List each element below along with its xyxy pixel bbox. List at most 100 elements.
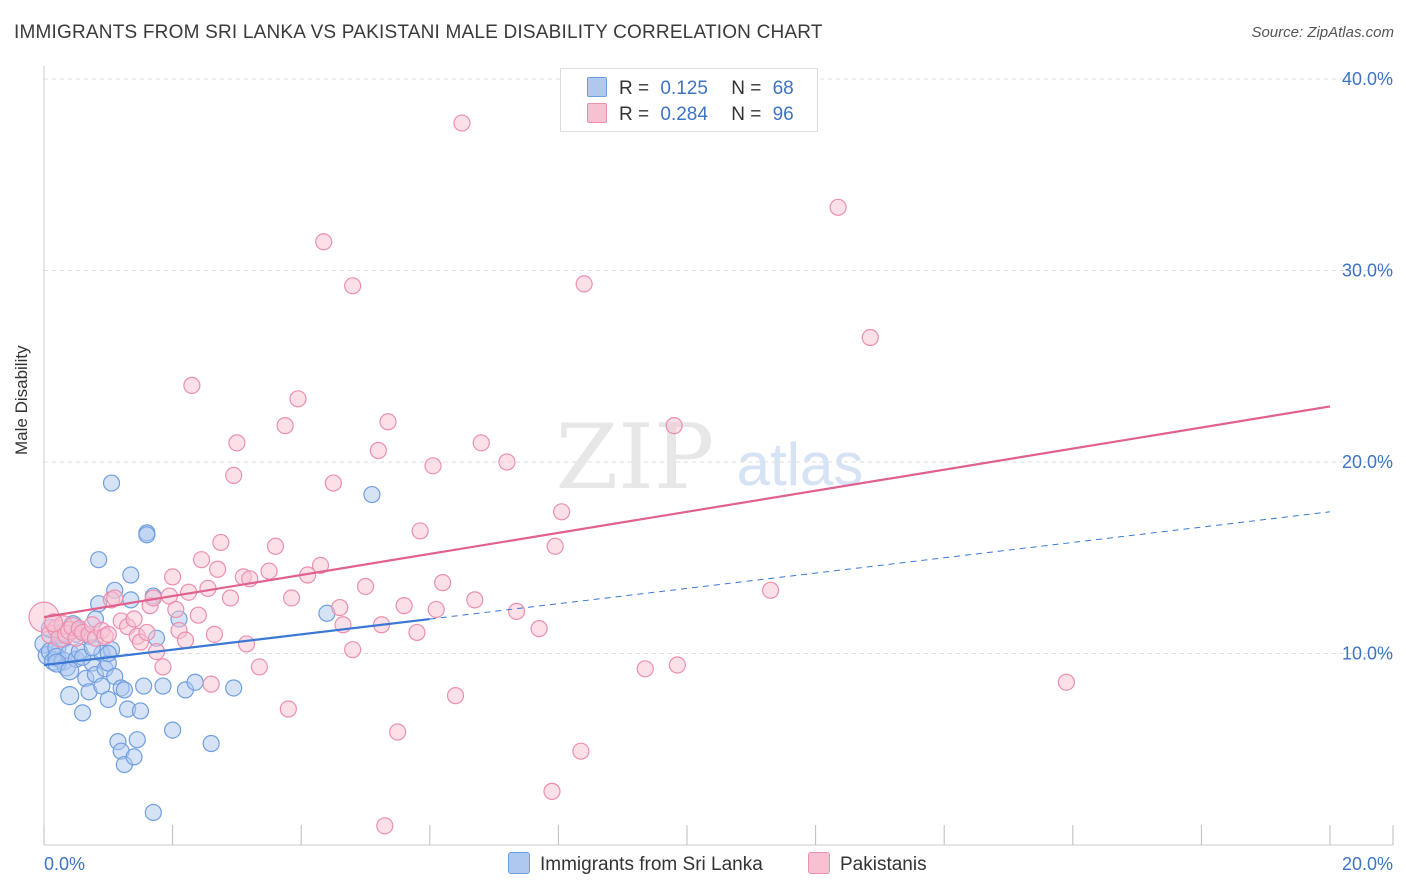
legend-label-sri-lanka: Immigrants from Sri Lanka [540, 854, 763, 875]
point-sri-lanka [138, 526, 156, 544]
point-sri-lanka [115, 681, 133, 699]
n-label: N = [731, 104, 762, 125]
point-pakistani [546, 537, 564, 555]
point-pakistani [164, 568, 182, 586]
point-pakistani [446, 687, 465, 705]
point-pakistani [225, 466, 243, 485]
point-pakistani [344, 641, 362, 659]
x-tick-label: 20.0% [1342, 854, 1393, 874]
point-sri-lanka [102, 474, 121, 492]
watermark-zip: ZIP [556, 405, 715, 510]
r-label: R = [619, 78, 650, 99]
legend-item-sri-lanka: Immigrants from Sri Lanka [508, 852, 763, 876]
point-pakistani [395, 597, 413, 615]
stats-legend: R = 0.125 N = 68 R = 0.284 N = 96 [560, 68, 818, 132]
point-pakistani [344, 277, 362, 295]
point-pakistani [202, 675, 220, 693]
point-pakistani [668, 656, 686, 674]
trend-line-sri-lanka [43, 617, 430, 667]
point-sri-lanka [202, 734, 220, 753]
point-pakistani [250, 658, 269, 676]
trend-lines [43, 405, 1331, 667]
point-pakistani [260, 562, 278, 580]
point-pakistani [543, 782, 561, 800]
point-pakistani [228, 434, 246, 452]
n-label: N = [731, 78, 762, 99]
point-pakistani [205, 625, 223, 643]
point-pakistani [212, 533, 230, 552]
point-sri-lanka [128, 731, 146, 749]
point-sri-lanka [363, 485, 381, 504]
axes [43, 66, 1394, 846]
point-sri-lanka [60, 661, 80, 681]
point-pakistani [761, 581, 780, 599]
point-pakistani [183, 376, 201, 394]
legend-label-pakistanis: Pakistanis [840, 854, 927, 875]
point-pakistani [424, 457, 442, 475]
point-sri-lanka [164, 721, 182, 739]
point-pakistani [356, 577, 375, 596]
trend-extension-sri-lanka [429, 511, 1331, 620]
point-sri-lanka [60, 686, 80, 706]
point-sri-lanka [135, 677, 153, 695]
point-pakistani [636, 660, 654, 678]
point-pakistani [282, 589, 301, 607]
point-pakistani [266, 537, 285, 555]
legend-swatch-pakistanis [587, 103, 607, 123]
point-pakistani [498, 453, 516, 471]
point-pakistani [829, 198, 847, 216]
point-sri-lanka [122, 566, 140, 584]
y-tick-label: 20.0% [1342, 452, 1393, 472]
trend-line-pakistanis [43, 405, 1331, 619]
point-pakistani [434, 574, 452, 592]
point-pakistani [1057, 673, 1075, 691]
n-value: 68 [772, 78, 794, 99]
point-pakistani [221, 589, 240, 607]
point-sri-lanka [186, 673, 204, 691]
point-pakistani [331, 598, 349, 617]
point-pakistani [324, 474, 342, 492]
point-sri-lanka [144, 803, 162, 822]
point-pakistani [189, 606, 207, 624]
chart-title: IMMIGRANTS FROM SRI LANKA VS PAKISTANI M… [14, 22, 823, 43]
point-pakistani [508, 602, 526, 620]
point-pakistani [376, 817, 394, 835]
grid-lines [44, 78, 1393, 654]
y-axis-label: Male Disability [12, 345, 31, 455]
point-sri-lanka [90, 551, 108, 569]
point-pakistani [411, 522, 429, 540]
y-tick-label: 10.0% [1342, 644, 1393, 664]
point-pakistani [237, 635, 256, 653]
legend-swatch-pakistanis [808, 852, 830, 874]
point-pakistani [369, 441, 387, 460]
point-pakistani [466, 591, 484, 609]
r-label: R = [619, 104, 650, 125]
watermark-atlas: atlas [737, 431, 864, 498]
point-pakistani [861, 328, 879, 347]
point-pakistani [553, 503, 571, 521]
point-pakistani [408, 623, 426, 642]
y-tick-label: 30.0% [1342, 261, 1393, 281]
r-value: 0.125 [660, 78, 708, 99]
point-sri-lanka [131, 702, 150, 720]
point-pakistani [279, 700, 297, 718]
point-sri-lanka [225, 679, 243, 697]
legend-swatch-sri-lanka [508, 852, 530, 874]
point-pakistani [176, 631, 195, 649]
point-sri-lanka [122, 591, 140, 609]
point-pakistani [530, 620, 548, 638]
point-pakistani [99, 625, 117, 643]
point-sri-lanka [125, 748, 143, 766]
point-pakistani [575, 275, 593, 293]
point-pakistani [572, 742, 590, 760]
point-pakistani [138, 623, 156, 642]
point-pakistani [44, 613, 64, 633]
point-sri-lanka [99, 690, 117, 709]
source-label: Source: ZipAtlas.com [1251, 24, 1394, 41]
point-pakistani [379, 413, 397, 431]
y-tick-label: 40.0% [1342, 69, 1393, 89]
legend-item-pakistanis: Pakistanis [808, 852, 927, 876]
r-value: 0.284 [660, 104, 708, 125]
point-sri-lanka [73, 704, 92, 722]
